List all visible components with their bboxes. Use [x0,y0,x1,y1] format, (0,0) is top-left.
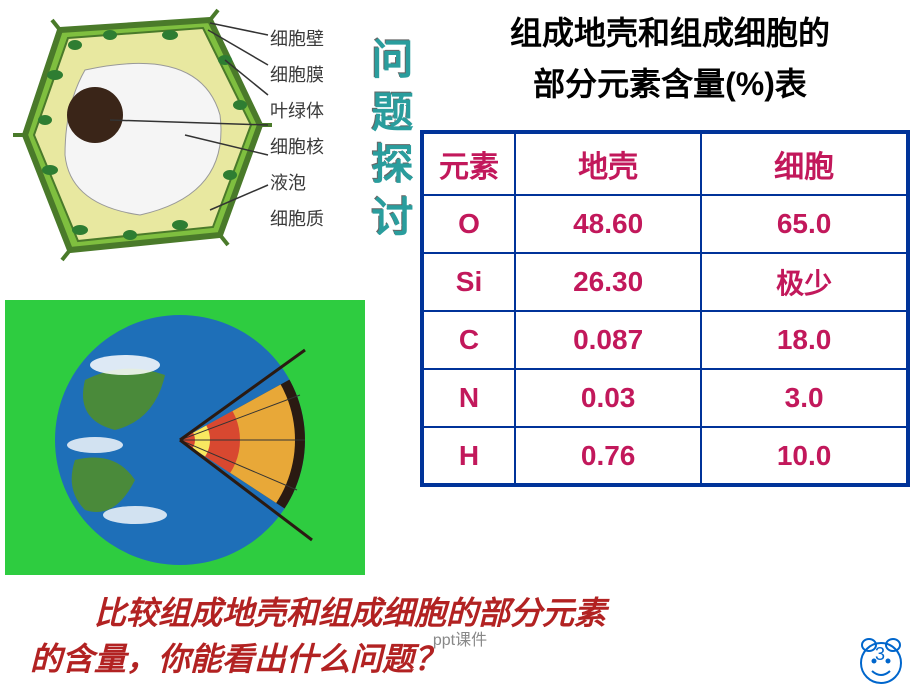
cell-cell: 65.0 [701,195,908,253]
cell-el: H [422,427,515,485]
table-row: Si 26.30 极少 [422,253,908,311]
q-line1: 比较组成地壳和组成细胞的部分元素 [94,595,606,631]
title-line-1: 组成地壳和组成细胞的 [430,8,910,59]
cell-label-wall: 细胞壁 [270,25,324,51]
vt-char-1: 题 [371,88,413,141]
vt-char-0: 问 [371,35,413,88]
cell-cell: 10.0 [701,427,908,485]
table-row: H 0.76 10.0 [422,427,908,485]
cell-el: N [422,369,515,427]
vertical-title: 问 题 探 讨 [370,35,415,245]
cell-crust: 0.087 [515,311,701,369]
cell-crust: 0.76 [515,427,701,485]
cell-cell: 18.0 [701,311,908,369]
earth-cutaway-diagram [5,300,365,575]
cell-label-cytoplasm: 细胞质 [270,205,324,231]
plant-cell-diagram: 细胞壁 细胞膜 叶绿体 细胞核 液泡 细胞质 [10,5,360,270]
element-table: 元素 地壳 细胞 O 48.60 65.0 Si 26.30 极少 C 0.08… [420,130,910,487]
table-row: C 0.087 18.0 [422,311,908,369]
cell-label-nucleus: 细胞核 [270,133,324,159]
table-row: N 0.03 3.0 [422,369,908,427]
q-line2: 的含量，你能看出什么问题？ [30,641,446,677]
cell-cell: 极少 [701,253,908,311]
cell-el: O [422,195,515,253]
cell-crust: 0.03 [515,369,701,427]
vt-char-3: 讨 [371,193,413,246]
cell-crust: 48.60 [515,195,701,253]
th-cell: 细胞 [701,132,908,195]
smiley-icon [857,637,905,685]
footer-label: ppt课件 [433,626,487,650]
th-element: 元素 [422,132,515,195]
title-line-2: 部分元素含量(%)表 [430,59,910,110]
table-row: O 48.60 65.0 [422,195,908,253]
th-crust: 地壳 [515,132,701,195]
cell-label-chloroplast: 叶绿体 [270,97,324,123]
main-title: 组成地壳和组成细胞的 部分元素含量(%)表 [430,8,910,110]
cell-cell: 3.0 [701,369,908,427]
cell-label-vacuole: 液泡 [270,169,324,195]
vt-char-2: 探 [371,140,413,193]
cell-el: Si [422,253,515,311]
cell-el: C [422,311,515,369]
cell-label-membrane: 细胞膜 [270,61,324,87]
cell-crust: 26.30 [515,253,701,311]
